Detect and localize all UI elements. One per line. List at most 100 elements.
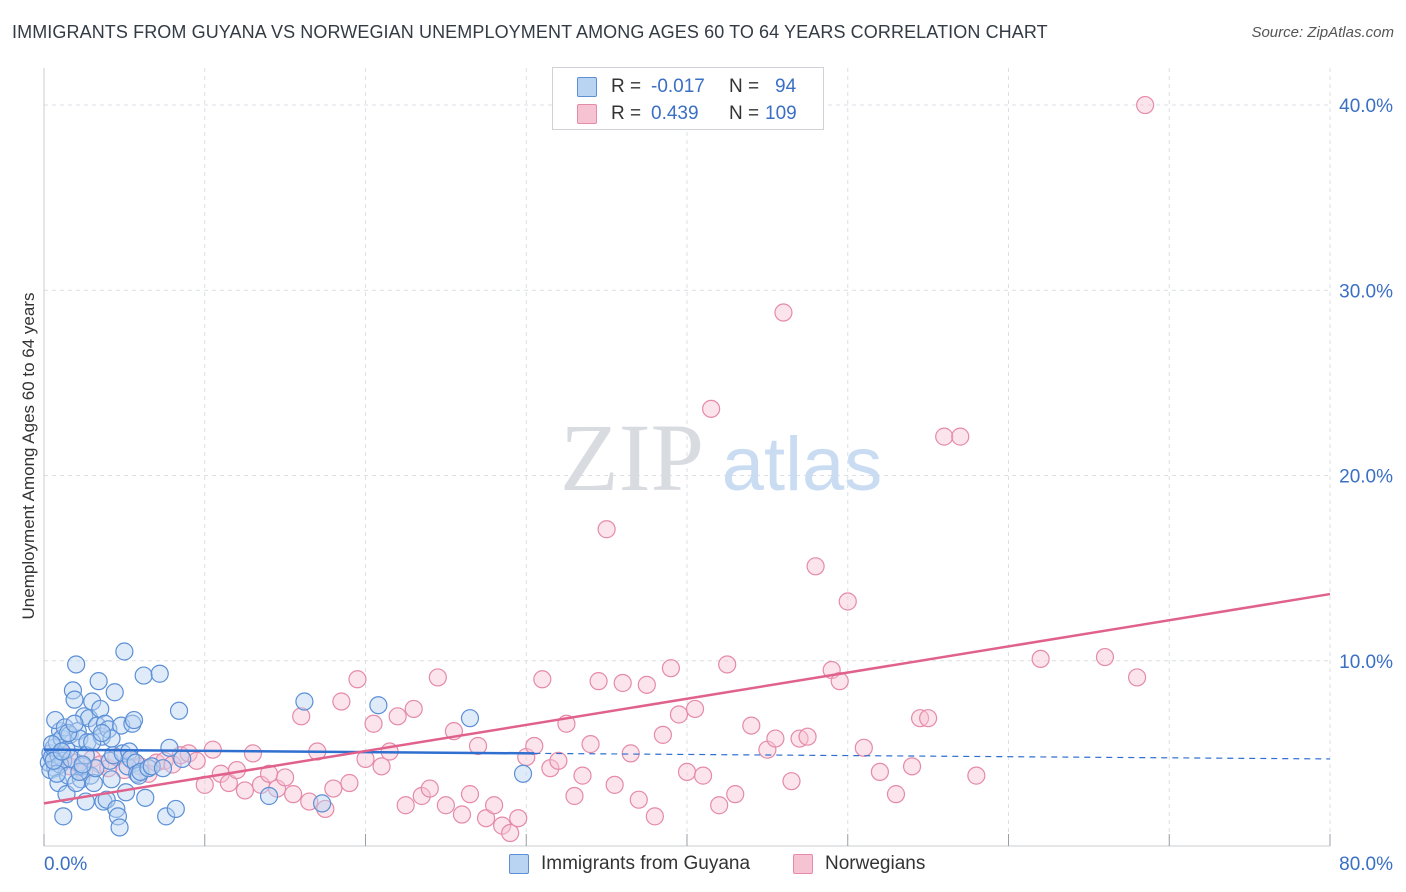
norwegian-point: [702, 399, 721, 418]
legend-row-guyana: R = -0.017 N = 94: [553, 74, 823, 100]
norwegian-point: [235, 781, 255, 800]
correlation-legend: R = -0.017 N = 94 R = 0.439 N = 109: [552, 67, 824, 130]
guyana-point: [105, 683, 124, 702]
y-axis-label: Unemployment Among Ages 60 to 64 years: [19, 293, 38, 620]
norwegian-point: [806, 557, 825, 576]
norwegian-point: [187, 751, 206, 770]
norwegian-point: [1031, 649, 1050, 669]
watermark-zip: ZIP: [560, 404, 704, 511]
norwegian-point: [919, 709, 938, 728]
chart-title: IMMIGRANTS FROM GUYANA VS NORWEGIAN UNEM…: [12, 22, 1048, 42]
source-credit: Source: ZipAtlas.com: [1251, 24, 1394, 41]
norwegian-point: [621, 744, 640, 763]
norwegian-point: [718, 655, 737, 674]
legend-n-value: 94: [775, 76, 797, 97]
guyana-point: [513, 764, 533, 783]
norwegian-point: [436, 796, 455, 815]
norwegian-point: [653, 725, 672, 744]
norwegian-point: [589, 672, 608, 691]
guyana-point: [65, 690, 84, 709]
guyana-point: [46, 710, 65, 730]
guyana-point: [157, 807, 176, 826]
guyana-point: [84, 773, 103, 793]
norwegian-point: [766, 729, 785, 748]
norwegian-point: [685, 699, 705, 719]
guyana-point: [110, 818, 129, 837]
norwegian-point: [935, 427, 954, 446]
norwegian-point: [854, 738, 873, 757]
legend-swatch-pink: [577, 104, 597, 124]
norwegian-trend-line: [43, 592, 1331, 805]
legend-r-label: R =: [611, 76, 642, 97]
norwegian-point: [1127, 668, 1147, 687]
norwegian-point: [661, 659, 681, 678]
guyana-point: [150, 664, 169, 683]
legend-r-value: -0.017: [651, 76, 705, 97]
norwegian-point: [509, 809, 528, 828]
norwegian-point: [332, 692, 351, 711]
norwegian-point: [485, 796, 504, 815]
norwegian-point: [902, 757, 922, 776]
legend-swatch-blue: [509, 854, 529, 874]
x-tick-label: 80.0%: [1339, 854, 1393, 875]
guyana-point: [142, 757, 161, 776]
norwegian-point: [501, 823, 520, 843]
guyana-point: [460, 709, 480, 728]
guyana-point: [102, 770, 121, 789]
norwegian-point: [525, 736, 544, 756]
norwegian-point: [243, 744, 263, 763]
norwegian-point: [573, 766, 592, 785]
y-tick-label: 10.0%: [1339, 652, 1393, 673]
norwegian-point: [1136, 95, 1155, 115]
norwegian-point: [1095, 647, 1115, 667]
norwegian-point: [364, 714, 383, 733]
x-tick-label: 0.0%: [44, 854, 87, 875]
guyana-point: [259, 786, 279, 806]
guyana-point: [153, 759, 173, 778]
norwegian-point: [565, 786, 584, 806]
legend-label-guyana: Immigrants from Guyana: [541, 853, 751, 874]
guyana-point: [67, 773, 86, 793]
legend-n-value: 109: [765, 103, 797, 124]
norwegian-point: [396, 796, 415, 815]
guyana-point: [67, 655, 86, 674]
guyana-point: [115, 642, 134, 661]
norwegian-point: [316, 799, 335, 819]
norwegian-point: [645, 807, 664, 826]
guyana-point: [369, 696, 388, 715]
norwegian-point: [549, 751, 568, 770]
guyana-point: [136, 788, 155, 807]
norwegian-point: [388, 707, 407, 726]
norwegian-point: [340, 773, 359, 793]
legend-r-label: R =: [611, 103, 642, 124]
norwegian-point: [276, 768, 295, 787]
norwegian-point: [693, 766, 713, 785]
guyana-point: [54, 807, 73, 826]
guyana-point: [169, 701, 189, 720]
norwegian-point: [782, 772, 801, 791]
guyana-point: [166, 799, 185, 819]
norwegian-point: [967, 766, 986, 785]
guyana-point: [52, 742, 71, 761]
legend-label-norwegians: Norwegians: [825, 853, 926, 874]
norwegian-point: [951, 427, 970, 446]
legend-n-label: N =: [729, 76, 760, 97]
guyana-point: [97, 790, 116, 809]
norwegian-point: [669, 705, 689, 724]
legend-swatch-blue: [577, 77, 597, 97]
norwegian-point: [886, 785, 906, 804]
guyana-trend-extension: [534, 752, 1331, 760]
norwegian-point: [613, 673, 632, 693]
norwegian-point: [348, 670, 367, 689]
norwegian-point: [742, 716, 761, 735]
norwegian-point: [677, 762, 697, 782]
series-legend: Immigrants from Guyana Norwegians: [0, 852, 1406, 876]
y-tick-label: 40.0%: [1339, 96, 1393, 117]
legend-swatch-pink: [793, 854, 813, 874]
norwegian-point: [468, 736, 488, 756]
guyana-point: [73, 755, 92, 774]
y-tick-label: 30.0%: [1339, 281, 1393, 302]
norwegian-point: [452, 805, 472, 824]
norwegian-point: [798, 727, 817, 746]
